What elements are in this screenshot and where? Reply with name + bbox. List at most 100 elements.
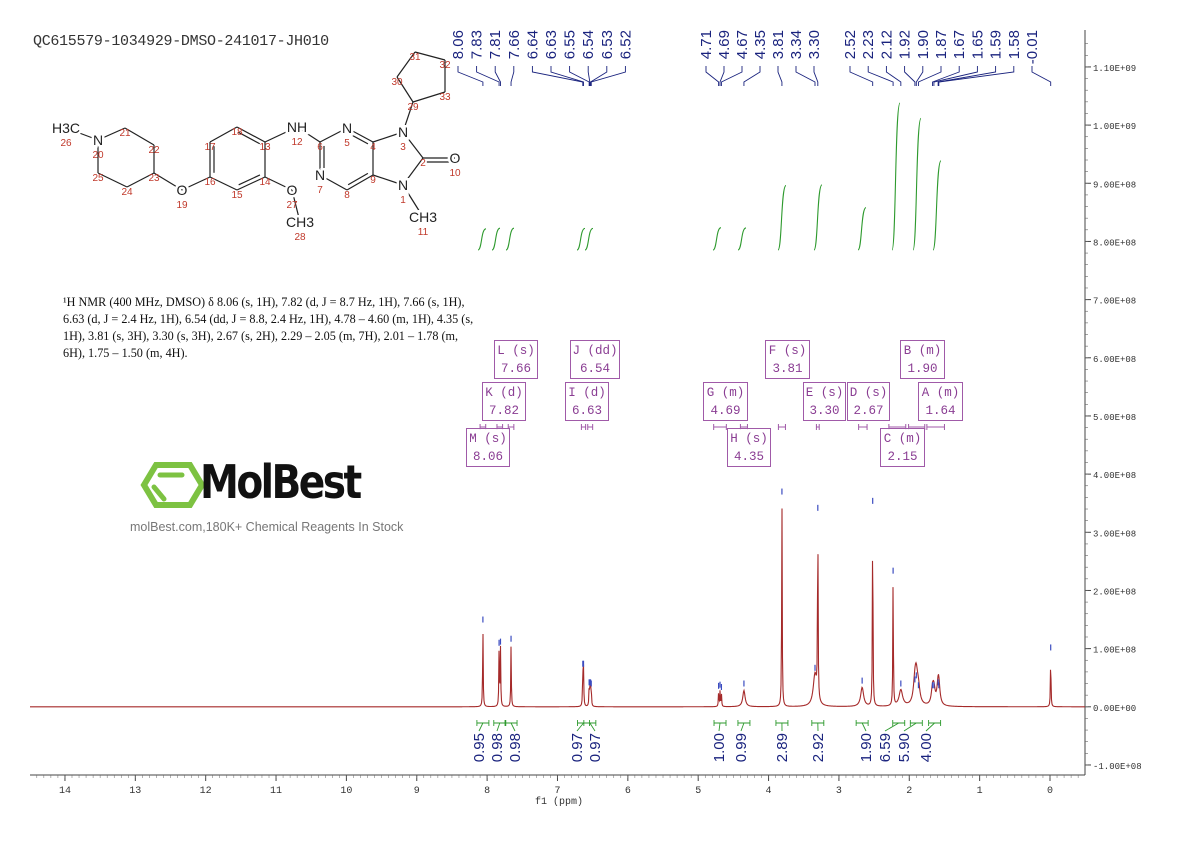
peak-label: 6.52 xyxy=(617,30,634,59)
peak-label: 3.30 xyxy=(806,30,823,59)
peak-label-connector xyxy=(904,66,916,86)
atom-number: 9 xyxy=(370,175,376,186)
multiplet-range xyxy=(713,424,727,430)
atom-number: 31 xyxy=(409,52,421,63)
atom-number: 5 xyxy=(344,138,350,149)
multiplet-shift: 3.81 xyxy=(772,362,803,376)
atom-label: O xyxy=(177,182,188,198)
x-tick-label: 12 xyxy=(200,786,212,797)
y-tick-label: 3.00E+08 xyxy=(1093,529,1136,539)
integral-curve xyxy=(891,102,901,251)
peak-label-connector xyxy=(885,66,902,86)
multiplet-shift: 2.67 xyxy=(853,404,884,418)
atom-number: 11 xyxy=(418,227,429,238)
integral-curve xyxy=(491,227,501,251)
multiplet-shift: 1.90 xyxy=(907,362,938,376)
x-tick-label: 6 xyxy=(625,786,631,797)
atom-label: N xyxy=(398,177,408,193)
atom-label: NH xyxy=(287,119,307,135)
multiplet-box-E: E (s) 3.30 xyxy=(803,382,846,421)
multiplet-type: K (d) xyxy=(485,386,523,400)
integral-value: 1.00 xyxy=(711,733,728,762)
peak-label-connector xyxy=(719,66,725,86)
bond xyxy=(402,101,414,133)
integral-bracket xyxy=(493,720,507,732)
integral-curve xyxy=(477,228,487,251)
multiplet-type: G (m) xyxy=(706,386,745,400)
peak-label-connector xyxy=(531,66,584,86)
double-bond xyxy=(238,131,261,145)
bond xyxy=(181,176,211,191)
bond xyxy=(124,127,155,146)
peak-label: 1.59 xyxy=(988,30,1005,59)
bond xyxy=(346,174,374,191)
peak-label: 4.67 xyxy=(734,30,751,59)
multiplet-type: A (m) xyxy=(921,386,960,400)
integral-bracket xyxy=(775,720,789,732)
integral-value: 0.98 xyxy=(489,733,506,762)
bond xyxy=(209,126,238,143)
atom-number: 30 xyxy=(391,77,403,88)
peak-label-connector xyxy=(867,66,894,86)
integral-curve xyxy=(505,227,515,251)
y-tick-label: 1.10E+09 xyxy=(1093,64,1136,74)
y-tick-label: 1.00E+09 xyxy=(1093,122,1136,132)
integral-curve xyxy=(777,185,787,251)
peak-label: 8.06 xyxy=(450,30,467,59)
bond xyxy=(153,172,183,191)
atom-number: 32 xyxy=(439,60,451,71)
bond xyxy=(65,127,99,141)
multiplet-shift: 4.35 xyxy=(733,450,764,464)
atom-label: N xyxy=(398,124,408,140)
peak-label: 6.64 xyxy=(524,30,541,59)
x-tick-label: 14 xyxy=(59,786,71,797)
multiplet-shift: 2.15 xyxy=(887,450,918,464)
y-tick-label: 8.00E+08 xyxy=(1093,238,1136,248)
bond xyxy=(319,174,348,191)
atom-number: 14 xyxy=(259,177,271,188)
peak-label-connector xyxy=(1031,66,1052,86)
bond xyxy=(396,51,416,78)
peak-label: 2.52 xyxy=(842,30,859,59)
x-tick-label: 8 xyxy=(484,786,490,797)
integral-bracket xyxy=(713,720,727,732)
x-tick-label: 1 xyxy=(977,786,983,797)
bond xyxy=(296,126,321,143)
peak-label-connector xyxy=(743,66,761,86)
multiplet-shift: 6.63 xyxy=(571,404,602,418)
atom-number: 6 xyxy=(317,142,323,153)
atom-label: N xyxy=(315,167,325,183)
atom-number: 26 xyxy=(60,138,72,149)
integral-value: 2.92 xyxy=(810,733,827,762)
y-tick-label: 1.00E+08 xyxy=(1093,646,1136,656)
bond xyxy=(319,127,348,143)
x-tick-label: 0 xyxy=(1047,786,1053,797)
atom-number: 22 xyxy=(148,145,160,156)
atom-number: 7 xyxy=(317,185,323,196)
bond xyxy=(126,172,155,188)
peak-label-connector xyxy=(494,66,501,86)
integral-bracket xyxy=(476,720,490,732)
peak-label-connector xyxy=(932,66,960,86)
atom-label: H3C xyxy=(52,120,80,136)
peak-label-connector xyxy=(590,66,626,86)
integral-bracket xyxy=(576,720,590,732)
atom-label: N xyxy=(342,120,352,136)
peak-label-connector xyxy=(587,66,591,86)
integral-value: 5.90 xyxy=(896,733,913,762)
x-tick-label: 3 xyxy=(836,786,842,797)
integral-curve xyxy=(857,207,867,251)
bond xyxy=(372,174,404,186)
multiplet-box-F: F (s) 3.81 xyxy=(765,340,810,379)
atom-label: N xyxy=(93,132,103,148)
peak-label: 2.12 xyxy=(878,30,895,59)
double-bond xyxy=(347,172,369,186)
integral-curve xyxy=(712,227,722,251)
peak-label: 7.81 xyxy=(487,30,504,59)
double-bond xyxy=(347,132,369,145)
integral-value: 0.97 xyxy=(569,733,586,762)
atom-number: 20 xyxy=(92,150,104,161)
integral-value: 0.98 xyxy=(507,733,524,762)
